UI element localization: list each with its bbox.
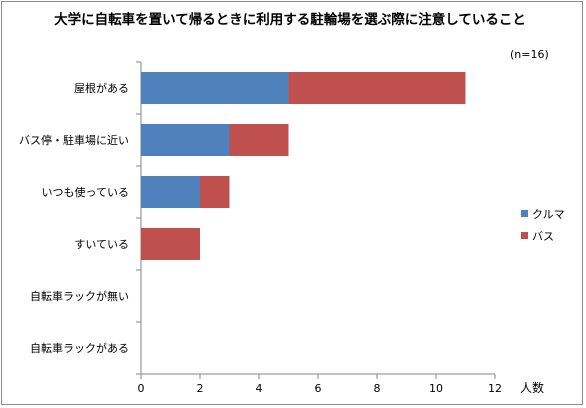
chart-title: 大学に自転車を置いて帰るときに利用する駐輪場を選ぶ際に注意していること [54, 12, 526, 28]
bar-バス [141, 228, 200, 260]
x-tick-label: 10 [429, 382, 443, 395]
bar-クルマ [141, 124, 230, 156]
bar-バス [200, 176, 230, 208]
legend-swatch [521, 210, 528, 217]
bar-バス [288, 72, 466, 104]
category-label: いつも使っている [42, 186, 129, 199]
x-tick-label: 2 [197, 382, 204, 395]
x-tick-label: 0 [138, 382, 145, 395]
x-axis-label: 人数 [520, 380, 544, 395]
bar-クルマ [141, 176, 200, 208]
sample-size-note: (n=16) [510, 48, 549, 61]
legend-label: バス [532, 230, 554, 243]
bar-バス [229, 124, 289, 156]
x-tick-label: 8 [374, 382, 381, 395]
x-tick-label: 6 [315, 382, 322, 395]
x-tick-label: 12 [488, 382, 502, 395]
category-label: 屋根がある [74, 81, 129, 95]
legend-label: クルマ [532, 208, 565, 221]
category-label: すいている [74, 238, 129, 251]
category-label: 自転車ラックが無い [30, 289, 129, 303]
legend-swatch [521, 232, 528, 239]
category-label: バス停・駐車場に近い [19, 133, 129, 147]
bar-クルマ [141, 72, 289, 104]
category-label: 自転車ラックがある [30, 341, 129, 355]
x-tick-label: 4 [256, 382, 263, 395]
